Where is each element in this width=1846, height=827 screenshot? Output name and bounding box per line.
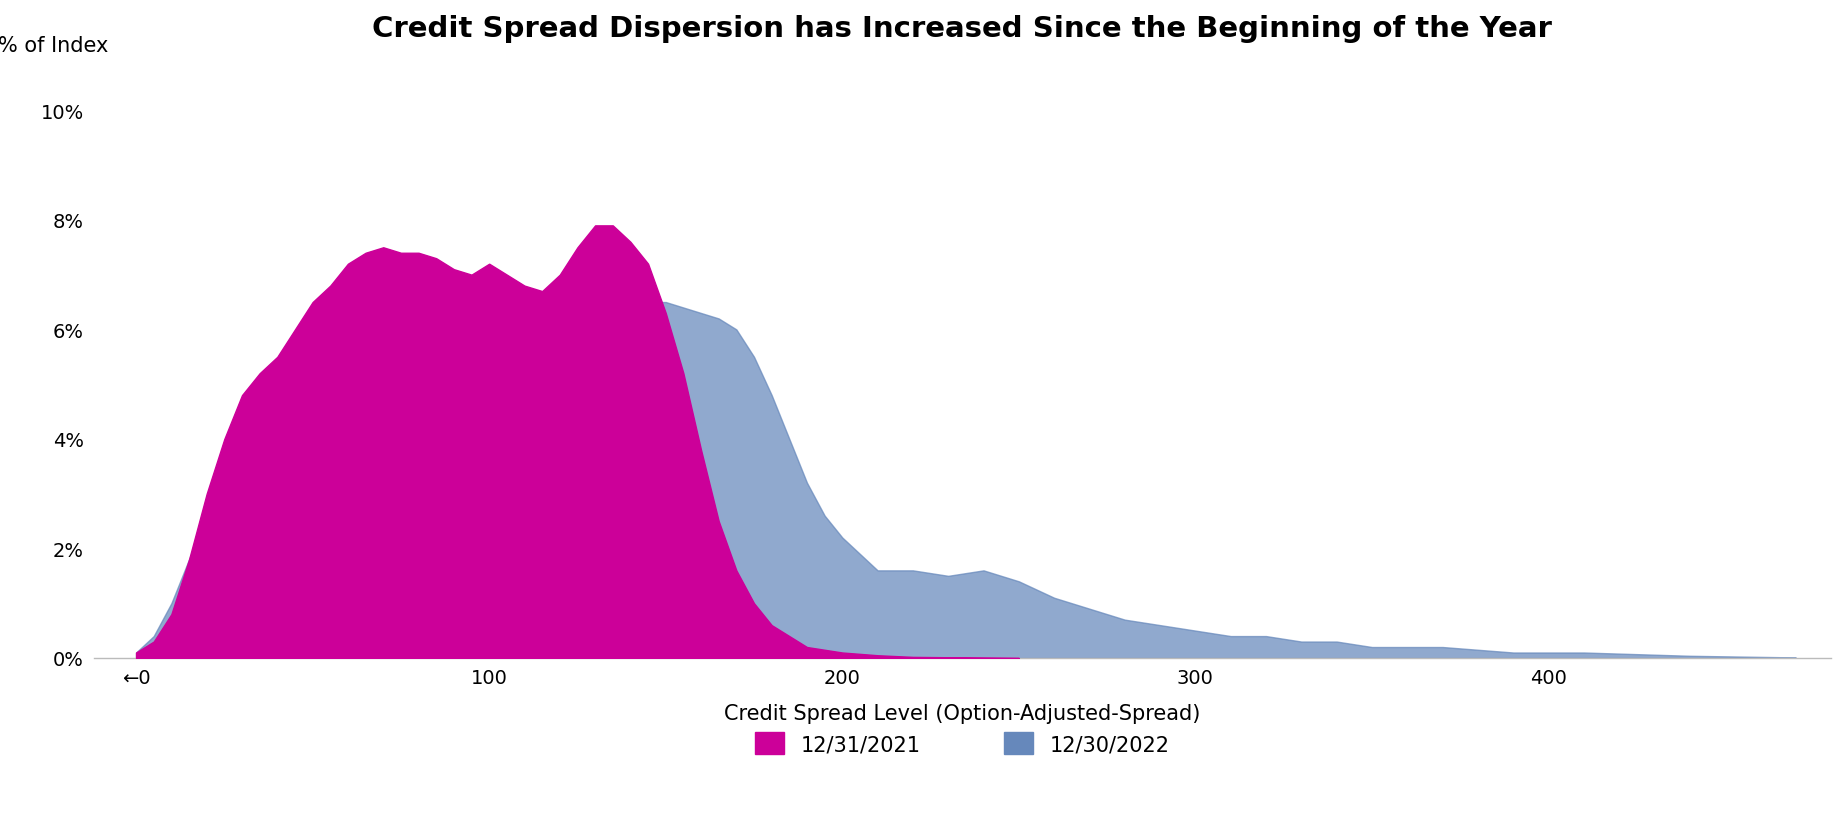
Legend: 12/31/2021, 12/30/2022: 12/31/2021, 12/30/2022 [755, 733, 1170, 754]
Text: % of Index: % of Index [0, 36, 109, 55]
X-axis label: Credit Spread Level (Option-Adjusted-Spread): Credit Spread Level (Option-Adjusted-Spr… [724, 704, 1200, 724]
Title: Credit Spread Dispersion has Increased Since the Beginning of the Year: Credit Spread Dispersion has Increased S… [373, 15, 1552, 43]
